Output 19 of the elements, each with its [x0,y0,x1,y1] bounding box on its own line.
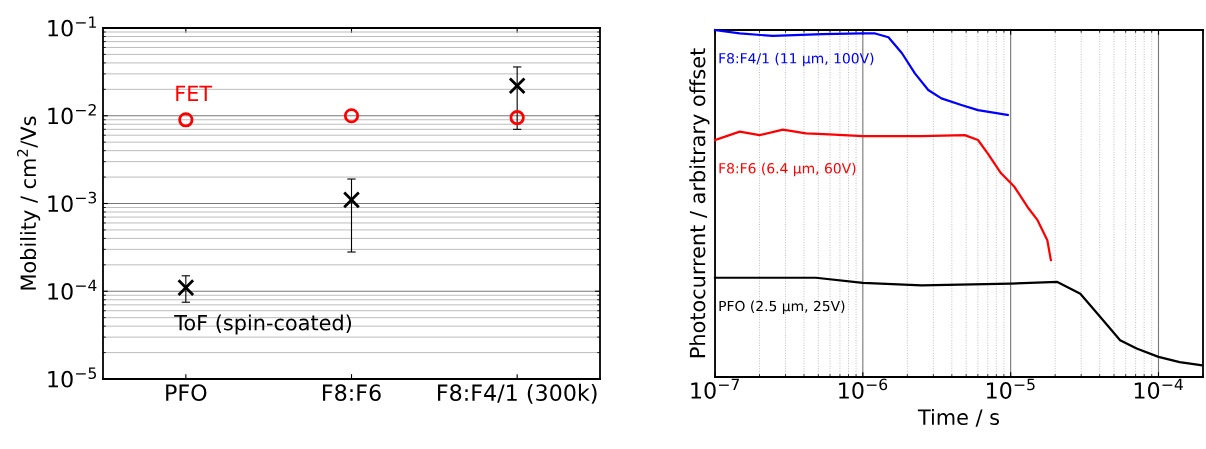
x-tick-label: 10$^{−7}$ [691,378,739,399]
y-tick-label: 10$^{−1}$ [48,16,96,37]
x-tick-label: F8:F4/1 (300k) [438,383,597,404]
x-tick-label: 10$^{−4}$ [1134,378,1183,399]
x-tick-label: PFO [166,384,207,402]
series-label: PFO (2.5 μm, 25V) [719,300,845,314]
series-label: F8:F6 (6.4 μm, 60V) [719,162,856,177]
y-axis-title: Photocurrent / arbitrary offset [689,48,710,358]
y-tick-label: 10$^{−3}$ [48,191,97,213]
series-label: ToF (spin-coated) [174,314,351,335]
series-label: F8:F4/1 (11 μm, 100V) [719,52,874,67]
series-label: FET [176,85,213,102]
y-tick-label: 10$^{−4}$ [48,279,97,300]
x-tick-label: 10$^{−6}$ [839,378,888,399]
x-axis-title: Time / s [917,408,1000,427]
y-axis-title: Mobility / cm$^{2}$/Vs [17,116,41,290]
x-tick-label: F8:F6 [323,384,381,402]
y-tick-label: 10$^{−2}$ [48,103,96,125]
x-tick-label: 10$^{−5}$ [987,378,1035,399]
